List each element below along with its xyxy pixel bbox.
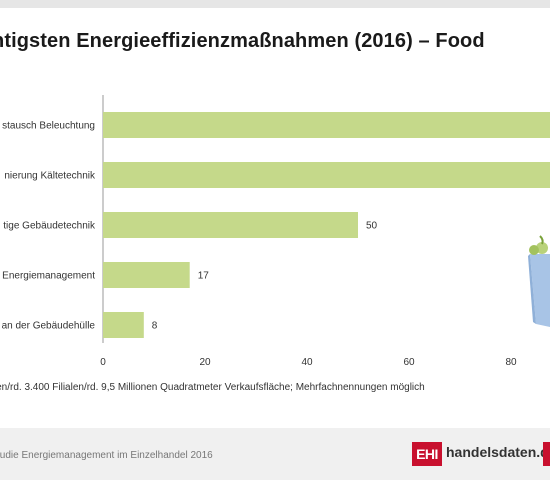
x-tick-label: 0 [100,357,106,368]
category-label: tige Gebäudetechnik [3,221,96,232]
footer: studie Energiemanagement im Einzelhandel… [0,428,550,480]
bar [103,312,144,338]
bar [103,262,190,288]
data-label: 50 [366,221,378,232]
logo-stub [543,442,550,466]
bar [103,162,550,188]
bar [103,112,550,138]
ehi-logo[interactable]: EHI [412,442,442,466]
x-tick-label: 80 [505,357,517,368]
source-text: studie Energiemanagement im Einzelhandel… [0,450,213,461]
x-tick-label: 20 [199,357,211,368]
bar [103,212,358,238]
decorative-bag-icon [520,232,550,337]
category-label: nierung Kältetechnik [4,171,96,182]
chart-title: ntigsten Energieeffizienzmaßnahmen (2016… [0,30,485,52]
bar-chart: stausch Beleuchtung nierung Kältetechnik t… [2,95,550,368]
category-label: an der Gebäudehülle [2,321,96,332]
top-bar [0,0,550,8]
data-label: 8 [152,321,158,332]
x-tick-label: 60 [403,357,415,368]
category-label: stausch Beleuchtung [2,121,95,132]
footnote: ketten/rd. 3.400 Filialen/rd. 9,5 Millio… [0,382,425,393]
logo-site-name[interactable]: handelsdaten.de [446,444,550,460]
x-tick-label: 40 [301,357,313,368]
data-label: 17 [198,271,210,282]
category-label: Energiemanagement [2,271,95,282]
